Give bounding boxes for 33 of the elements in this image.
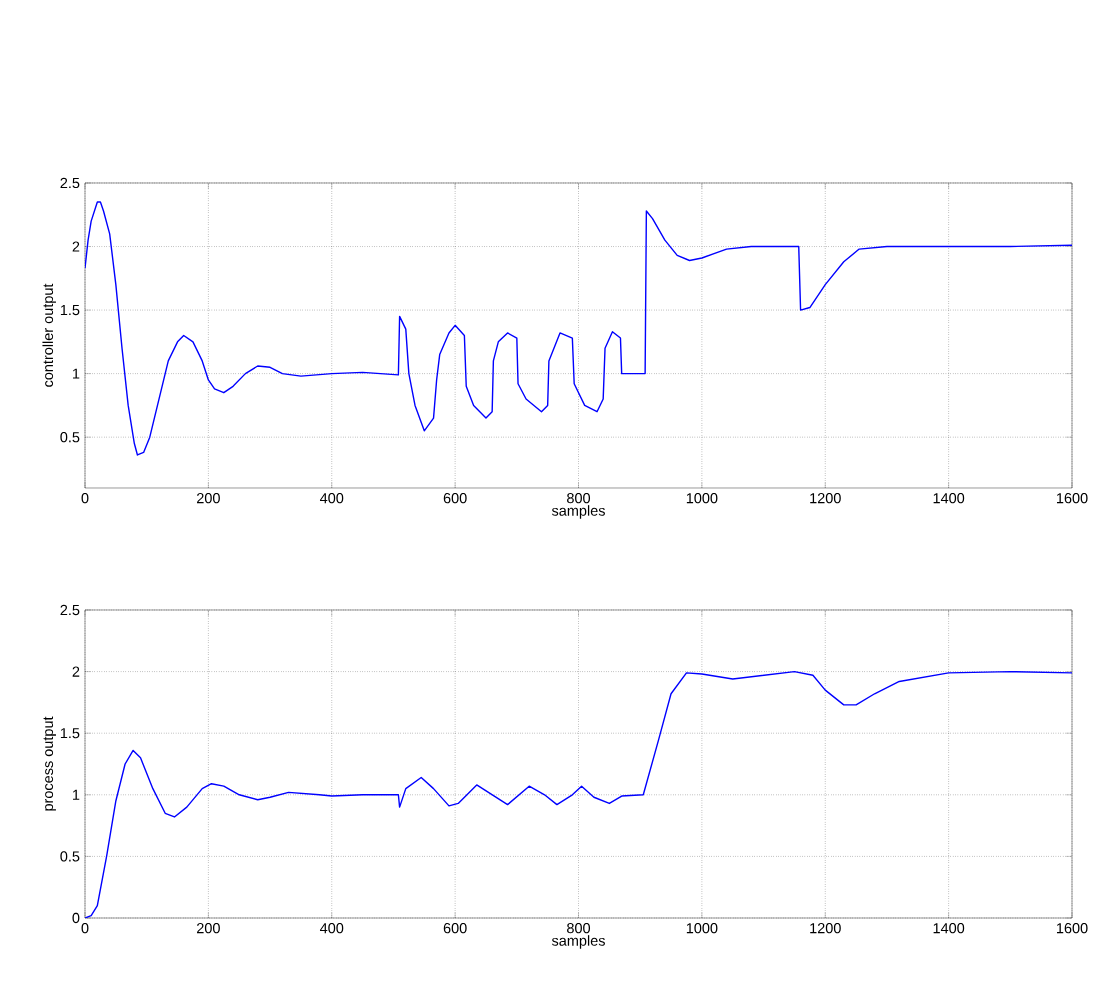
y-tick-label: 1 <box>73 368 80 379</box>
x-tick-label: 800 <box>567 493 591 504</box>
x-tick-label: 1400 <box>933 923 965 934</box>
x-tick-label: 200 <box>197 923 220 934</box>
y-axis-title: controller output <box>42 283 56 387</box>
x-tick-label: 200 <box>197 493 220 504</box>
x-tick-label: 1600 <box>1056 923 1088 934</box>
y-tick-label: 0.5 <box>60 851 80 862</box>
x-axis-title: samples <box>551 505 605 519</box>
y-tick-label: 0 <box>72 912 80 924</box>
x-tick-label: 400 <box>319 923 344 934</box>
y-tick-label: 2 <box>72 666 80 677</box>
x-tick-label: 0 <box>81 923 89 934</box>
x-tick-label: 800 <box>567 923 591 934</box>
y-tick-label: 2 <box>72 241 80 252</box>
x-tick-label: 1000 <box>686 493 718 504</box>
x-tick-label: 1600 <box>1056 493 1088 504</box>
y-axis-title: process output <box>43 716 56 811</box>
x-tick-label: 600 <box>443 923 467 934</box>
x-tick-label: 1000 <box>686 923 718 934</box>
x-tick-label: 600 <box>443 493 467 504</box>
x-tick-label: 1200 <box>810 493 841 504</box>
y-tick-label: 0.5 <box>60 432 80 443</box>
y-tick-label: 1.5 <box>60 305 80 316</box>
y-tick-label: 1.5 <box>60 728 80 739</box>
x-tick-label: 400 <box>319 493 344 504</box>
x-tick-label: 1400 <box>933 493 965 504</box>
x-tick-label: 1200 <box>810 923 841 934</box>
y-tick-label: 2.5 <box>60 177 80 189</box>
x-tick-label: 0 <box>81 493 89 504</box>
y-tick-label: 1 <box>73 789 80 800</box>
x-axis-title: samples <box>551 935 605 949</box>
y-tick-label: 2.5 <box>60 604 80 616</box>
